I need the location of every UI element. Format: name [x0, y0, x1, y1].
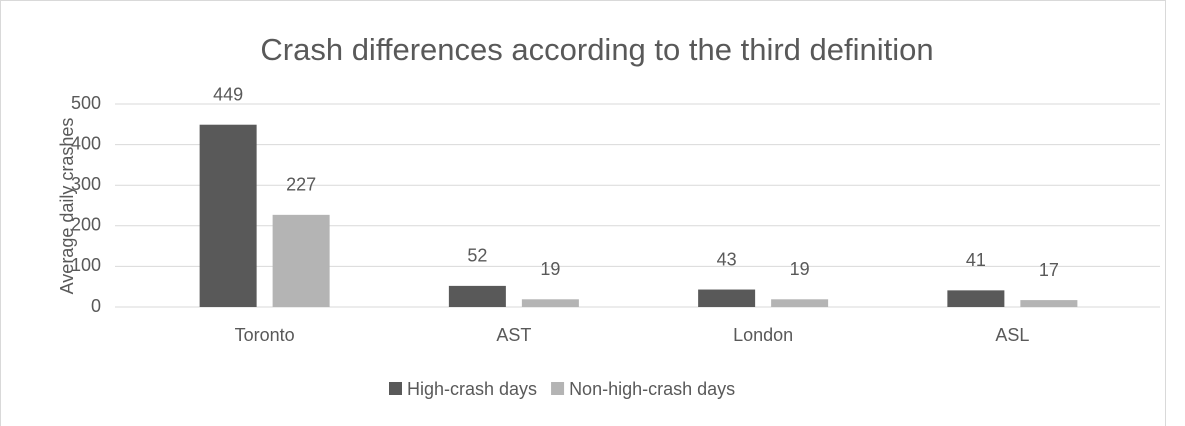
bar: [448, 285, 506, 307]
x-tick-label: London: [733, 325, 793, 345]
data-label: 449: [213, 84, 243, 104]
data-label: 19: [790, 259, 810, 279]
data-label: 43: [717, 249, 737, 269]
x-tick-label: AST: [496, 325, 531, 345]
chart-title: Crash differences according to the third…: [260, 32, 933, 67]
data-label: 52: [467, 246, 487, 266]
data-label: 227: [286, 175, 316, 195]
legend-swatch: [389, 382, 402, 395]
legend-label: Non-high-crash days: [569, 379, 735, 399]
y-tick-label: 200: [71, 215, 101, 235]
bar: [698, 289, 756, 307]
y-tick-label: 0: [91, 296, 101, 316]
y-tick-label: 100: [71, 255, 101, 275]
y-tick-label: 500: [71, 93, 101, 113]
bar: [199, 124, 257, 308]
x-tick-label: Toronto: [235, 325, 295, 345]
legend-label: High-crash days: [407, 379, 537, 399]
bar: [521, 299, 579, 307]
x-tick-label: ASL: [995, 325, 1029, 345]
data-label: 41: [966, 250, 986, 270]
bar: [1020, 300, 1078, 307]
y-tick-label: 300: [71, 174, 101, 194]
bar: [771, 299, 829, 307]
data-label: 19: [540, 259, 560, 279]
bar: [947, 290, 1005, 307]
legend-swatch: [551, 382, 565, 395]
y-axis-label: Average daily crashes: [57, 118, 77, 295]
y-tick-label: 400: [71, 133, 101, 153]
bar: [272, 214, 330, 307]
data-label: 17: [1039, 260, 1059, 280]
